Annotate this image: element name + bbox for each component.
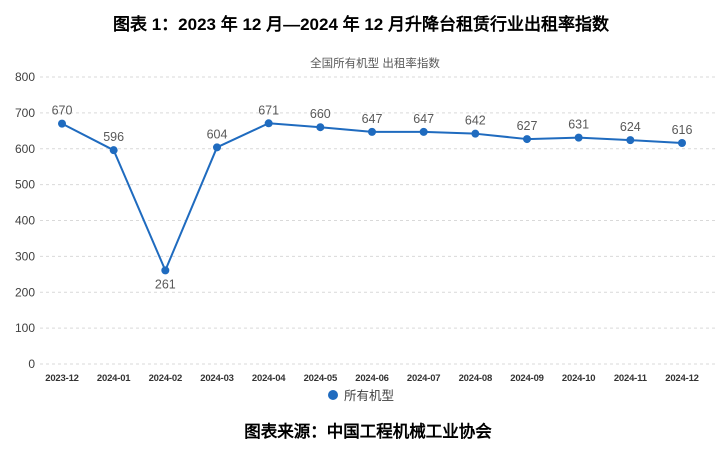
data-point — [523, 135, 531, 144]
y-tick-label: 0 — [28, 357, 35, 371]
data-point — [678, 139, 686, 148]
data-point-label: 660 — [310, 107, 331, 121]
y-tick-label: 100 — [15, 321, 35, 335]
figure-title: 图表 1：2023 年 12 月—2024 年 12 月升降台租赁行业出租率指数 — [113, 14, 610, 34]
x-tick-label: 2024-11 — [614, 373, 648, 384]
x-tick-label: 2024-10 — [562, 373, 595, 384]
data-point-label: 631 — [568, 118, 589, 132]
y-tick-label: 200 — [15, 285, 35, 299]
data-point-label: 261 — [155, 277, 176, 291]
data-point — [574, 133, 583, 142]
data-point — [213, 143, 221, 152]
x-tick-label: 2024-06 — [355, 373, 388, 384]
x-tick-label: 2024-02 — [149, 373, 182, 384]
y-tick-label: 700 — [15, 106, 35, 120]
data-point-label: 624 — [620, 120, 641, 134]
data-point-label: 616 — [672, 123, 693, 137]
x-tick-label: 2024-01 — [97, 373, 131, 384]
plot-area: 0 100 200 300 400 500 600 700 800 2023-12 2024-01 2… — [15, 70, 718, 384]
x-tick-label: 2024-05 — [304, 373, 338, 384]
source-caption: 图表来源：中国工程机械工业协会 — [244, 421, 492, 441]
data-point-label: 671 — [258, 103, 279, 117]
x-tick-label: 2024-09 — [510, 373, 543, 384]
y-tick-label: 500 — [15, 178, 35, 192]
data-point-label: 647 — [362, 112, 383, 126]
data-point-label: 596 — [103, 130, 124, 144]
data-point-label: 604 — [207, 127, 228, 141]
data-point — [368, 127, 376, 136]
x-tick-label: 2023-12 — [45, 373, 78, 384]
data-point — [419, 127, 428, 136]
x-tick-label: 2024-07 — [407, 373, 440, 384]
data-point — [58, 119, 66, 128]
data-point — [109, 146, 118, 155]
series-line — [61, 122, 683, 272]
data-point-label: 647 — [413, 112, 434, 126]
y-tick-label: 300 — [15, 249, 35, 263]
x-tick-label: 2024-12 — [665, 373, 698, 384]
data-point — [161, 266, 170, 275]
data-point — [264, 119, 273, 128]
data-point-label: 670 — [52, 104, 73, 118]
legend-label: 所有机型 — [344, 389, 394, 403]
data-point — [626, 136, 635, 145]
x-tick-label: 2024-08 — [459, 373, 492, 384]
data-point-label: 642 — [465, 114, 486, 128]
y-tick-label: 400 — [15, 214, 35, 228]
x-tick-label: 2024-04 — [252, 373, 286, 384]
data-point-label: 627 — [517, 119, 538, 133]
x-tick-label: 2024-03 — [200, 373, 233, 384]
y-tick-label: 600 — [15, 142, 35, 156]
chart-subtitle: 全国所有机型 出租率指数 — [310, 56, 440, 70]
legend-marker-icon — [328, 390, 338, 400]
y-tick-label: 800 — [15, 70, 35, 84]
chart-legend: 所有机型 — [328, 389, 394, 403]
data-point — [316, 123, 325, 132]
data-point — [471, 129, 480, 138]
